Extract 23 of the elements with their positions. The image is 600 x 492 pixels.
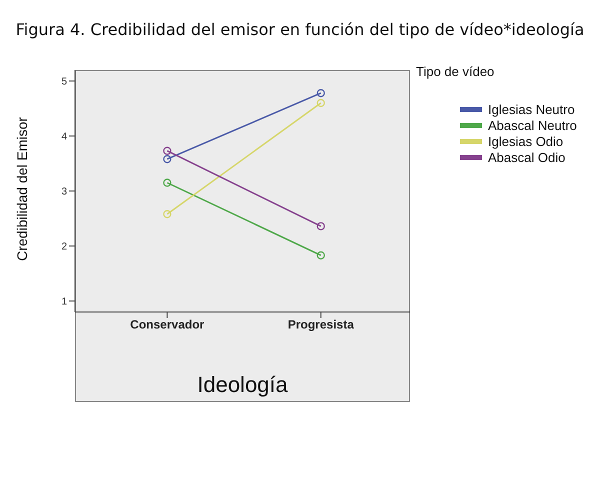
point <box>316 251 325 260</box>
y-tick-label: 2 <box>61 242 68 253</box>
point <box>163 146 172 155</box>
legend-label: Iglesias Neutro <box>488 102 575 116</box>
x-tick-label: Progresista <box>288 318 354 332</box>
y-tick-label: 4 <box>61 132 68 143</box>
point <box>316 98 325 108</box>
y-tick-label: 3 <box>61 186 68 198</box>
y-tick-label: 5 <box>61 76 68 88</box>
point <box>163 178 172 187</box>
legend-label: Abascal Neutro <box>488 118 577 132</box>
y-tick-label: 1 <box>61 296 68 308</box>
point <box>316 222 325 230</box>
legend-label: Abascal Odio <box>488 150 566 164</box>
point <box>163 210 172 218</box>
point <box>163 155 172 164</box>
x-tick-label: Conservador <box>130 318 205 332</box>
x-axis-title: Ideología <box>197 372 289 397</box>
y-axis-title: Credibilidad del Emisor <box>14 116 30 261</box>
chart-title: Figura 4. Credibilidad del emisor en función del tipo de vídeo*ideología <box>14 20 586 39</box>
point <box>316 89 325 98</box>
legend-label: Iglesias Odio <box>488 134 564 148</box>
legend-title: Tipo de vídeo <box>416 64 496 79</box>
